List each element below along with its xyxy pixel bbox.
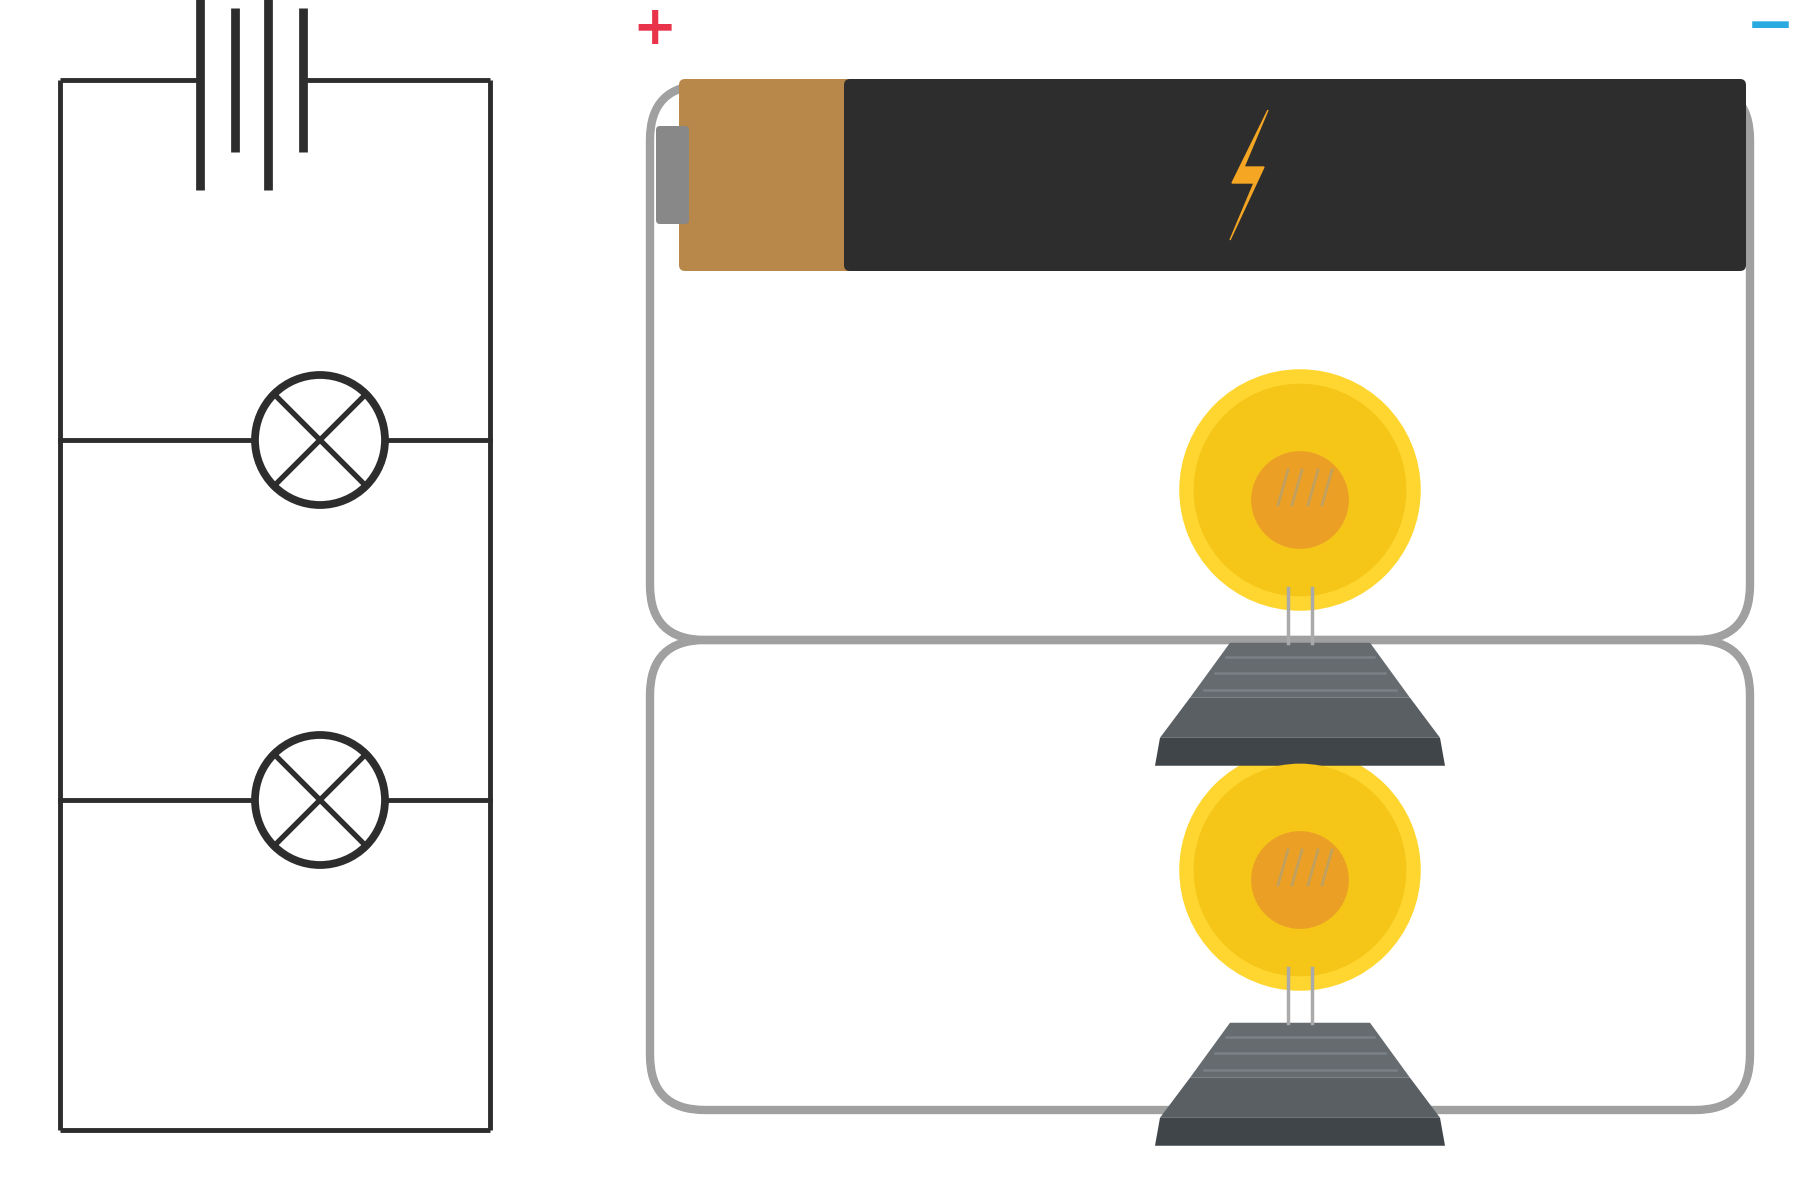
Polygon shape xyxy=(1229,110,1267,240)
FancyBboxPatch shape xyxy=(655,126,690,224)
FancyBboxPatch shape xyxy=(679,79,866,271)
Text: +: + xyxy=(634,2,677,55)
Ellipse shape xyxy=(1179,749,1421,991)
Polygon shape xyxy=(1155,738,1446,766)
FancyBboxPatch shape xyxy=(845,79,1745,271)
Polygon shape xyxy=(1155,1117,1446,1146)
Ellipse shape xyxy=(1251,451,1348,548)
Polygon shape xyxy=(1161,697,1440,738)
Ellipse shape xyxy=(1193,384,1406,596)
Ellipse shape xyxy=(1179,370,1421,611)
Ellipse shape xyxy=(1251,832,1348,929)
Text: −: − xyxy=(1745,0,1794,55)
Polygon shape xyxy=(1161,1078,1440,1117)
Ellipse shape xyxy=(1193,763,1406,977)
Polygon shape xyxy=(1189,643,1410,697)
Polygon shape xyxy=(1189,1022,1410,1078)
